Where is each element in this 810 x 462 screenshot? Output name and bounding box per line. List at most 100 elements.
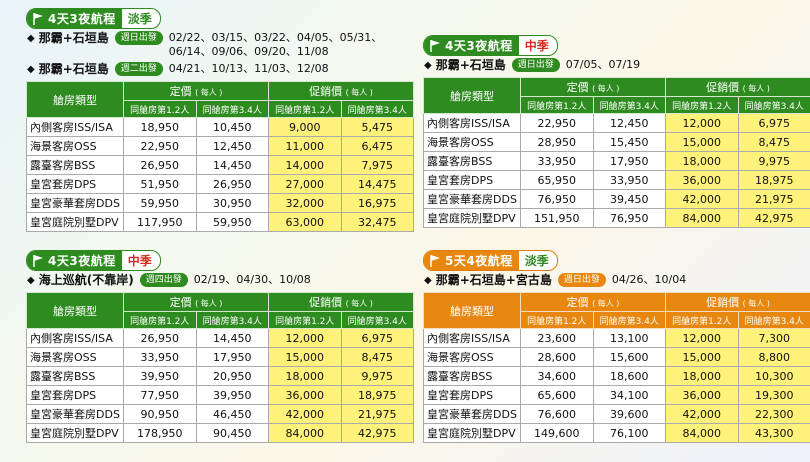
table-row: 皇宮庭院別墅DPV 178,950 90,450 84,000 42,975 xyxy=(26,423,414,443)
itinerary-title: 4天3夜航程 xyxy=(445,39,513,53)
price-cell: 21,975 xyxy=(340,404,414,424)
price-cell: 65,950 xyxy=(520,170,594,190)
panel-4d3n-low-season: 4天3夜航程 淡季 ◆ 那霸+石垣島 週日出發 02/22、03/15、03/22、0… xyxy=(26,6,414,232)
itinerary-badge: 4天3夜航程 中季 xyxy=(423,35,558,56)
price-cell: 8,475 xyxy=(737,132,810,152)
departure-day: 週日出發 xyxy=(511,58,560,72)
table-row: 露臺客房BSS 33,950 17,950 18,000 9,975 xyxy=(423,151,810,171)
room-type-header: 艙房類型 xyxy=(423,77,521,114)
price-cell: 32,000 xyxy=(268,193,342,213)
table-row: 皇宮豪華套房DDS 59,950 30,950 32,000 16,975 xyxy=(26,193,414,213)
price-cell: 42,000 xyxy=(665,189,739,209)
occupancy-header: 同艙房第3.4人 xyxy=(592,311,666,329)
price-cell: 63,000 xyxy=(268,212,342,232)
price-cell: 51,950 xyxy=(123,174,197,194)
price-cell: 32,475 xyxy=(340,212,414,232)
table-row: 海景客房OSS 28,950 15,450 15,000 8,475 xyxy=(423,132,810,152)
room-type-cell: 海景客房OSS xyxy=(26,136,124,156)
price-cell: 9,975 xyxy=(737,151,810,171)
price-cell: 16,975 xyxy=(340,193,414,213)
occupancy-header: 同艙房第1.2人 xyxy=(123,311,197,329)
table-row: 皇宮套房DPS 77,950 39,950 36,000 18,975 xyxy=(26,385,414,405)
price-cell: 59,950 xyxy=(195,212,269,232)
itinerary-badge: 4天3夜航程 中季 xyxy=(26,250,161,271)
table-row: 露臺客房BSS 39,950 20,950 18,000 9,975 xyxy=(26,366,414,386)
price-cell: 34,100 xyxy=(592,385,666,405)
price-cell: 18,000 xyxy=(665,151,739,171)
price-table: 艙房類型 定價 ( 每人 ) 促銷價 ( 每人 ) 同艙房第1.2人 同艙房第3.4人同… xyxy=(26,292,414,443)
diamond-icon: ◆ xyxy=(27,275,35,286)
price-cell: 12,000 xyxy=(665,328,739,348)
table-row: 露臺客房BSS 26,950 14,450 14,000 7,975 xyxy=(26,155,414,175)
price-table: 艙房類型 定價 ( 每人 ) 促銷價 ( 每人 ) 同艙房第1.2人 同艙房第3.4人同… xyxy=(26,81,414,232)
price-cell: 84,000 xyxy=(665,208,739,228)
price-cell: 14,450 xyxy=(195,155,269,175)
price-cell: 12,450 xyxy=(195,136,269,156)
table-row: 海景客房OSS 33,950 17,950 15,000 8,475 xyxy=(26,347,414,367)
price-cell: 7,300 xyxy=(737,328,810,348)
price-cell: 18,000 xyxy=(665,366,739,386)
occupancy-header: 同艙房第3.4人 xyxy=(195,311,269,329)
price-cell: 33,950 xyxy=(123,347,197,367)
price-cell: 42,975 xyxy=(340,423,414,443)
panel-5d4n-low-season: 5天4夜航程 淡季 ◆ 那霸+石垣島+宮古島 週日出發 04/26、10/04 艙房類… xyxy=(423,248,810,443)
price-cell: 84,000 xyxy=(665,423,739,443)
diamond-icon: ◆ xyxy=(27,64,35,75)
price-cell: 178,950 xyxy=(123,423,197,443)
price-cell: 18,000 xyxy=(268,366,342,386)
room-type-header: 艙房類型 xyxy=(423,292,521,329)
list-price-header: 定價 ( 每人 ) xyxy=(123,81,269,101)
price-cell: 42,000 xyxy=(665,404,739,424)
price-cell: 23,600 xyxy=(520,328,594,348)
departure-dates: 02/22、03/15、03/22、04/05、05/31、 xyxy=(168,31,383,44)
list-price-header: 定價 ( 每人 ) xyxy=(520,77,666,97)
occupancy-header: 同艙房第1.2人 xyxy=(268,311,342,329)
price-cell: 18,600 xyxy=(592,366,666,386)
price-cell: 9,975 xyxy=(340,366,414,386)
route-name: 海上巡航(不靠岸) xyxy=(38,273,134,287)
price-cell: 26,950 xyxy=(195,174,269,194)
price-cell: 14,475 xyxy=(340,174,414,194)
list-price-header: 定價 ( 每人 ) xyxy=(520,292,666,312)
price-cell: 14,000 xyxy=(268,155,342,175)
season-label: 淡季 xyxy=(524,254,549,268)
price-cell: 36,000 xyxy=(665,170,739,190)
price-cell: 15,000 xyxy=(665,132,739,152)
promo-price-header: 促銷價 ( 每人 ) xyxy=(665,292,810,312)
occupancy-header: 同艙房第3.4人 xyxy=(340,100,414,118)
itinerary-badge: 4天3夜航程 淡季 xyxy=(26,8,161,29)
season-label: 淡季 xyxy=(127,12,152,26)
price-cell: 19,300 xyxy=(737,385,810,405)
price-cell: 76,950 xyxy=(592,208,666,228)
room-type-cell: 皇宮庭院別墅DPV xyxy=(26,212,124,232)
price-cell: 76,600 xyxy=(520,404,594,424)
price-cell: 12,000 xyxy=(268,328,342,348)
room-type-cell: 皇宮庭院別墅DPV xyxy=(423,423,521,443)
table-row: 皇宮套房DPS 65,950 33,950 36,000 18,975 xyxy=(423,170,810,190)
departure-dates: 02/19、04/30、10/08 xyxy=(193,273,311,286)
price-cell: 14,450 xyxy=(195,328,269,348)
route-name: 那霸+石垣島 xyxy=(435,58,506,72)
table-row: 內側客房ISS/ISA 23,600 13,100 12,000 7,300 xyxy=(423,328,810,348)
diamond-icon: ◆ xyxy=(424,275,432,286)
room-type-cell: 皇宮套房DPS xyxy=(423,170,521,190)
flag-icon xyxy=(33,12,43,25)
price-cell: 59,950 xyxy=(123,193,197,213)
room-type-cell: 內側客房ISS/ISA xyxy=(423,328,521,348)
diamond-icon: ◆ xyxy=(27,33,35,44)
price-cell: 28,950 xyxy=(520,132,594,152)
price-cell: 90,450 xyxy=(195,423,269,443)
room-type-cell: 露臺客房BSS xyxy=(423,151,521,171)
route-name: 那霸+石垣島 xyxy=(38,62,109,76)
price-table: 艙房類型 定價 ( 每人 ) 促銷價 ( 每人 ) 同艙房第1.2人 同艙房第3.4人同… xyxy=(423,77,810,228)
room-type-cell: 皇宮套房DPS xyxy=(423,385,521,405)
price-cell: 42,000 xyxy=(268,404,342,424)
room-type-cell: 皇宮豪華套房DDS xyxy=(26,193,124,213)
departure-day: 週日出發 xyxy=(557,273,606,287)
price-cell: 10,300 xyxy=(737,366,810,386)
departure-dates: 06/14、09/06、09/20、11/08 xyxy=(168,45,329,58)
flag-icon xyxy=(430,254,440,267)
price-cell: 151,950 xyxy=(520,208,594,228)
price-cell: 39,950 xyxy=(195,385,269,405)
departure-dates: 07/05、07/19 xyxy=(565,58,641,71)
